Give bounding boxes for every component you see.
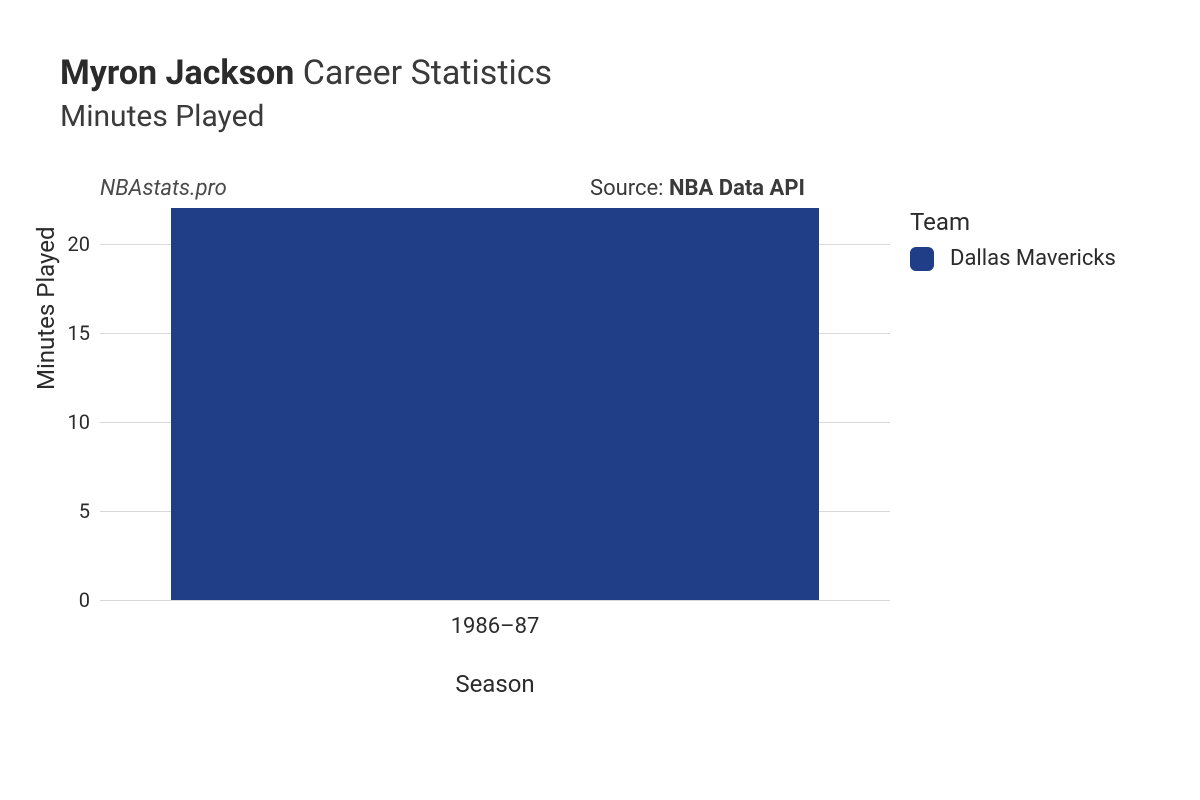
legend-title: Team	[910, 208, 1180, 236]
source-credit: Source: NBA Data API	[590, 176, 805, 201]
player-name: Myron Jackson	[60, 53, 294, 93]
chart-title-line1: Myron Jackson Career Statistics	[60, 52, 552, 95]
chart-container: Myron Jackson Career Statistics Minutes …	[0, 0, 1200, 800]
source-prefix: Source:	[590, 176, 669, 201]
chart-subtitle: Minutes Played	[60, 99, 552, 134]
gridline	[100, 600, 890, 601]
bar	[171, 208, 819, 600]
title-suffix: Career Statistics	[303, 53, 552, 93]
plot-area	[100, 208, 890, 600]
y-tick-label: 20	[10, 232, 90, 256]
y-tick-label: 0	[10, 588, 90, 612]
source-name: NBA Data API	[669, 176, 805, 201]
legend-swatch	[910, 247, 934, 271]
site-credit: NBAstats.pro	[100, 176, 227, 201]
legend: Team Dallas Mavericks	[910, 208, 1180, 271]
legend-item-label: Dallas Mavericks	[950, 246, 1116, 271]
y-tick-label: 10	[10, 410, 90, 434]
legend-item: Dallas Mavericks	[910, 246, 1180, 271]
y-tick-label: 5	[10, 499, 90, 523]
x-axis-title: Season	[455, 670, 534, 698]
x-tick-label: 1986–87	[451, 614, 540, 639]
title-block: Myron Jackson Career Statistics Minutes …	[60, 52, 552, 134]
y-tick-label: 15	[10, 321, 90, 345]
